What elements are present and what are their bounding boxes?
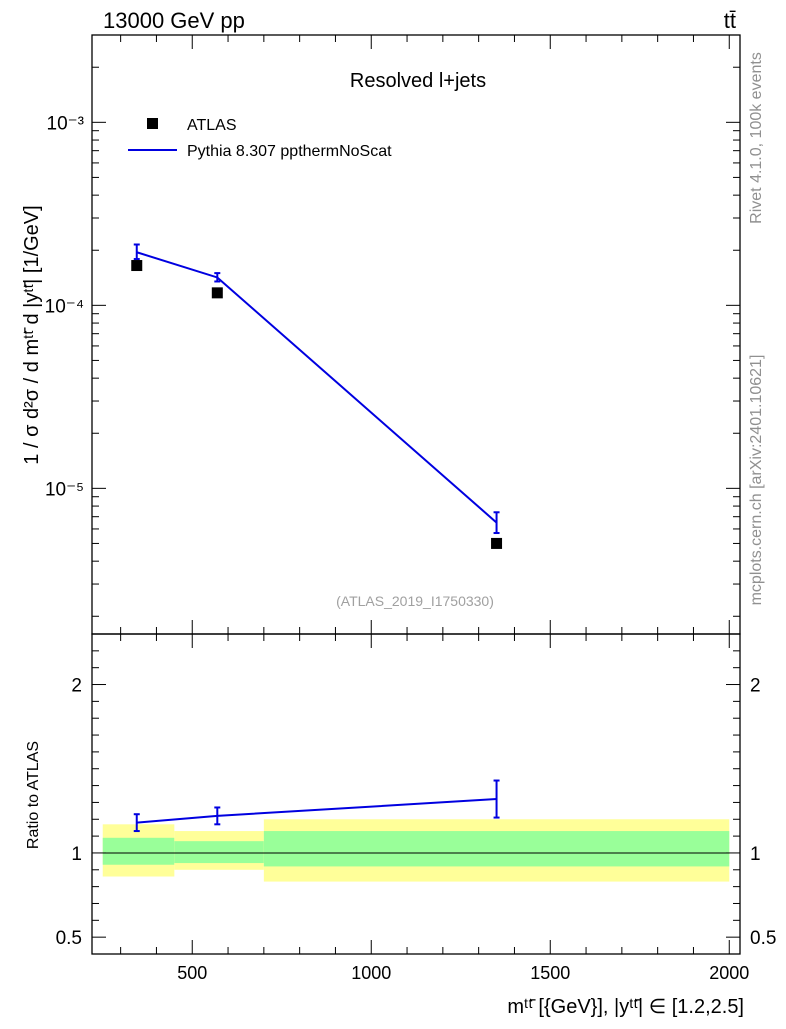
ratio-y-axis-label: Ratio to ATLAS bbox=[25, 741, 42, 849]
x-axis-label: mᵗᵗ̄ [{GeV}], |yᵗᵗ̄| ∈ [1.2,2.5] bbox=[507, 996, 744, 1018]
x-tick-label: 500 bbox=[177, 963, 207, 983]
ratio-y-tick-label-left: 1 bbox=[71, 844, 82, 865]
ratio-y-tick-label-right: 2 bbox=[750, 676, 761, 697]
main-series-layer bbox=[131, 243, 503, 549]
ratio-y-tick-label-right: 1 bbox=[750, 844, 761, 865]
legend-atlas-label: ATLAS bbox=[187, 117, 237, 134]
x-tick-label: 2000 bbox=[709, 963, 749, 983]
ratio-error-bar bbox=[133, 813, 140, 833]
tick-label-layer: 500 1000 1500 2000 10⁻³ 10⁻⁴ 10⁻⁵ 0.5 0.5 1 1 2 2 bbox=[45, 113, 777, 983]
legend-pythia-label: Pythia 8.307 ppthermNoScat bbox=[187, 143, 392, 160]
axes-ticks bbox=[92, 34, 740, 954]
main-y-tick-label: 10⁻³ bbox=[47, 113, 85, 134]
pythia-error-bar bbox=[214, 272, 221, 283]
pythia-line bbox=[136, 251, 498, 524]
pythia-error-bar bbox=[493, 511, 500, 535]
ratio-uncertainty-bands bbox=[102, 819, 730, 882]
ratio-band-green bbox=[174, 841, 264, 864]
chart-title: Resolved l+jets bbox=[350, 70, 486, 92]
energy-label: 13000 GeV pp bbox=[103, 8, 245, 33]
ratio-band-green bbox=[102, 837, 175, 865]
ratio-error-bar bbox=[493, 779, 500, 819]
x-tick-label: 1500 bbox=[530, 963, 570, 983]
pythia-error-bar bbox=[133, 243, 140, 261]
ratio-pythia-line bbox=[136, 798, 497, 824]
ratio-y-tick-label-left: 2 bbox=[71, 676, 82, 697]
main-y-tick-label: 10⁻⁵ bbox=[45, 479, 84, 500]
ratio-series-layer bbox=[133, 779, 500, 833]
rivet-version-label: Rivet 4.1.0, 100k events bbox=[748, 52, 765, 224]
ratio-panel-frame bbox=[91, 633, 741, 955]
process-label: tt̄ bbox=[724, 8, 736, 33]
ratio-band-green bbox=[263, 831, 730, 867]
legend-atlas-marker bbox=[147, 118, 158, 129]
atlas-data-point bbox=[131, 260, 143, 272]
atlas-data-point bbox=[491, 537, 503, 549]
atlas-data-point bbox=[211, 287, 223, 299]
ratio-y-tick-label-left: 0.5 bbox=[56, 928, 82, 949]
ratio-error-bar bbox=[214, 806, 221, 826]
source-label: mcplots.cern.ch [arXiv:2401.10621] bbox=[748, 355, 765, 606]
analysis-label: (ATLAS_2019_I1750330) bbox=[336, 593, 494, 609]
main-y-axis-label: 1 / σ d²σ / d mᵗᵗ̄ d |yᵗᵗ̄| [1/GeV] bbox=[21, 205, 43, 464]
ratio-y-tick-label-right: 0.5 bbox=[750, 928, 776, 949]
x-tick-label: 1000 bbox=[351, 963, 391, 983]
main-y-tick-label: 10⁻⁴ bbox=[45, 296, 84, 317]
